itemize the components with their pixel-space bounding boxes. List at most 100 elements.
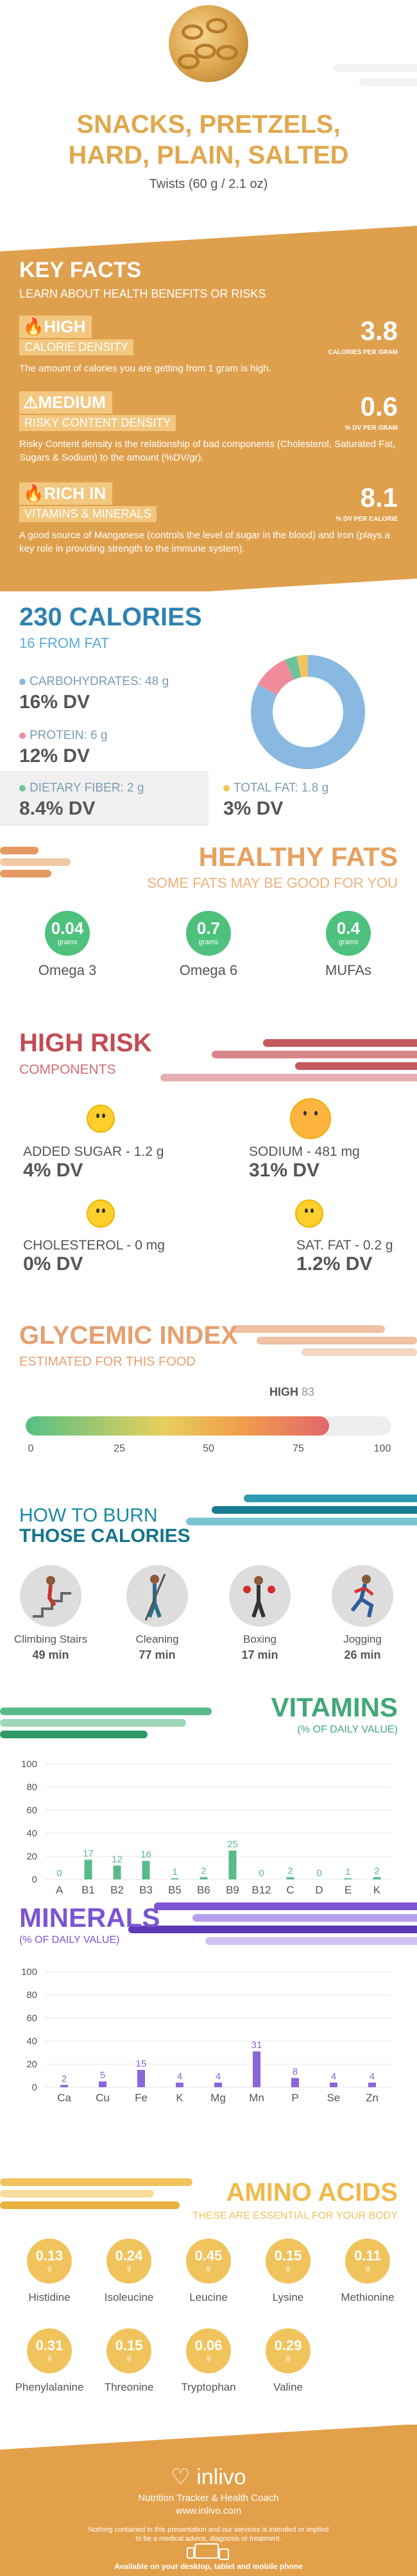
omega6-label: Omega 6	[179, 962, 238, 978]
burn-title-1: HOW TO BURN	[19, 1505, 158, 1526]
key-facts-section: KEY FACTS LEARN ABOUT HEALTH BENEFITS OR…	[0, 226, 417, 591]
bar-B1	[84, 1860, 92, 1879]
mufas-label: MUFAs	[325, 962, 372, 978]
x-tick-label: B12	[251, 1884, 271, 1896]
decor-streak	[0, 2201, 180, 2209]
bar-Se	[330, 2082, 337, 2087]
decor-streak	[0, 2190, 154, 2198]
footer-url[interactable]: www.inlivo.com	[175, 2505, 242, 2516]
boxing-icon	[229, 1565, 291, 1627]
y-tick-label: 100	[21, 1967, 37, 1978]
y-tick-label: 40	[26, 1828, 37, 1839]
footer-disclaimer-1: Nothing contained in this presentation a…	[88, 2526, 329, 2534]
bar-value-label: 5	[100, 2070, 105, 2081]
macro-fiber-bg	[0, 771, 208, 826]
high-risk-title: HIGH RISK	[19, 1029, 152, 1057]
flame-icon: 🔥	[23, 484, 44, 503]
bar-P	[291, 2078, 299, 2087]
amino-subtitle: THESE ARE ESSENTIAL FOR YOUR BODY	[192, 2210, 398, 2221]
x-tick-label: B2	[110, 1884, 124, 1896]
decor-streak	[334, 64, 417, 72]
vitamins-subtitle: (% OF DAILY VALUE)	[297, 1724, 398, 1735]
y-tick-label: 80	[26, 1990, 37, 2001]
key-facts-title: KEY FACTS	[19, 258, 142, 282]
page-title: SNACKS, PRETZELS, HARD, PLAIN, SALTED	[0, 109, 417, 171]
key-fact-level: 🔥RICH IN	[19, 482, 113, 505]
key-facts-subtitle: LEARN ABOUT HEALTH BENEFITS OR RISKS	[19, 287, 266, 300]
x-tick-label: K	[176, 2092, 183, 2104]
decor-streak	[295, 1062, 417, 1070]
decor-streak	[263, 1039, 417, 1047]
decor-streak	[192, 1914, 417, 1922]
bar-B6	[200, 1877, 208, 1879]
burn-climbing-stairs: Climbing Stairs 49 min	[9, 1565, 92, 1662]
omega3-circle: 0.04 grams	[45, 911, 90, 956]
legend-dot	[19, 785, 26, 792]
risk-sat-fat: SAT. FAT - 0.2 g 1.2% DV	[296, 1238, 393, 1275]
bar-value-label: 0	[259, 1868, 264, 1879]
decor-streak	[0, 847, 38, 854]
x-tick-label: B6	[197, 1884, 210, 1896]
glycemic-bar	[26, 1416, 391, 1436]
warning-icon: ⚠	[23, 393, 38, 412]
decor-streak	[0, 870, 51, 877]
bar-value-label: 4	[370, 2071, 375, 2082]
x-tick-label: B3	[139, 1884, 153, 1896]
decor-streak	[244, 1495, 417, 1502]
key-fact-unit: CALORIES PER GRAM	[328, 349, 398, 356]
decor-streak	[0, 1719, 186, 1727]
bar-value-label: 12	[112, 1854, 123, 1865]
minerals-title: MINERALS	[19, 1902, 160, 1933]
x-tick-label: P	[291, 2092, 298, 2104]
y-tick-label: 80	[26, 1782, 37, 1793]
y-tick-label: 60	[26, 2013, 37, 2024]
x-tick-label: Cu	[96, 2092, 110, 2104]
heart-logo-icon: ♡	[171, 2465, 191, 2489]
glycemic-subtitle: ESTIMATED FOR THIS FOOD	[19, 1355, 196, 1369]
decor-streak	[160, 1074, 417, 1081]
burn-cleaning: Cleaning 77 min	[115, 1565, 199, 1662]
burn-boxing: Boxing 17 min	[218, 1565, 302, 1662]
x-tick-label: Ca	[57, 2092, 71, 2104]
x-tick-label: A	[56, 1884, 64, 1896]
bar-B3	[142, 1861, 150, 1879]
legend-dot	[19, 679, 26, 685]
healthy-fats-title: HEALTHY FATS	[198, 842, 398, 872]
key-fact-level: ⚠MEDIUM	[19, 391, 112, 414]
bar-value-label: 0	[316, 1868, 321, 1879]
risk-added-sugar: ADDED SUGAR - 1.2 g 4% DV	[23, 1144, 164, 1181]
x-tick-label: D	[315, 1884, 323, 1896]
legend-dot	[223, 785, 230, 792]
donut-slice-fiber	[285, 656, 302, 680]
x-tick-label: E	[345, 1884, 352, 1896]
macro-dv: 16% DV	[19, 691, 90, 713]
amino-valine: 0.29 g Valine	[253, 2328, 323, 2394]
bar-value-label: 25	[227, 1839, 238, 1850]
decor-streak	[0, 858, 71, 866]
key-fact-metric: CALORIE DENSITY	[19, 339, 134, 355]
burn-jogging: Jogging 26 min	[321, 1565, 404, 1662]
x-tick-label: Mn	[249, 2092, 264, 2104]
bar-value-label: 1	[345, 1867, 350, 1877]
y-tick-label: 100	[21, 1759, 37, 1770]
smiley-icon	[87, 1105, 115, 1133]
flame-icon: 🔥	[23, 317, 44, 336]
glycemic-title: GLYCEMIC INDEX	[19, 1321, 238, 1350]
macro-donut-chart	[251, 655, 365, 769]
x-tick-label: Se	[327, 2092, 341, 2104]
footer: ♡ inlivo Nutrition Tracker & Health Coac…	[0, 2424, 417, 2576]
healthy-fats-subtitle: SOME FATS MAY BE GOOD FOR YOU	[147, 875, 398, 891]
bar-Fe	[137, 2070, 145, 2087]
key-fact-metric: RISKY CONTENT DENSITY	[19, 415, 176, 431]
key-fact-desc: The amount of calories you are getting f…	[19, 363, 271, 374]
key-fact-vitamins-minerals: 🔥RICH IN VITAMINS & MINERALS A good sour…	[19, 482, 398, 555]
y-tick-label: 20	[26, 1851, 37, 1862]
key-fact-level: 🔥HIGH	[19, 316, 92, 338]
x-tick-label: Fe	[135, 2092, 148, 2104]
key-fact-value: 0.6	[360, 391, 398, 421]
donut-slice-carbohydrates	[251, 655, 365, 769]
bar-B9	[228, 1851, 237, 1879]
bar-value-label: 8	[293, 2067, 298, 2078]
decor-streak	[231, 1325, 385, 1333]
